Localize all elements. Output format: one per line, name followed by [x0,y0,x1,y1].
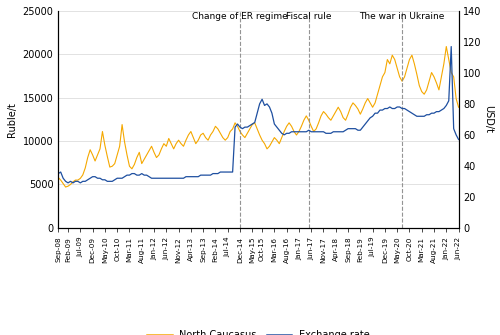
Y-axis label: USD/t: USD/t [483,106,493,133]
North Caucasus [438,75,444,79]
Line: Exchange rate: Exchange rate [58,47,458,183]
Line: North Caucasus: North Caucasus [58,47,458,187]
Exchange rate [65,181,71,185]
Exchange rate [55,172,61,176]
Exchange rate [367,116,373,120]
Exchange rate [350,127,356,131]
North Caucasus [55,176,61,180]
Text: Fiscal rule: Fiscal rule [286,12,332,21]
North Caucasus [367,101,373,105]
Exchange rate [456,137,462,141]
Exchange rate [220,170,226,174]
North Caucasus [220,136,226,140]
North Caucasus [350,101,356,105]
Exchange rate [438,108,444,112]
Exchange rate [448,45,454,49]
Text: The war in Ukraine: The war in Ukraine [360,12,445,21]
Exchange rate [119,176,125,180]
North Caucasus [62,185,68,189]
North Caucasus [119,123,125,127]
Exchange rate [250,122,256,126]
North Caucasus [444,45,450,49]
Text: Change of ER regime: Change of ER regime [192,12,288,21]
Legend: North Caucasus, Exchange rate: North Caucasus, Exchange rate [144,327,374,335]
North Caucasus [456,105,462,109]
Y-axis label: Ruble/t: Ruble/t [7,102,17,137]
North Caucasus [250,123,256,127]
